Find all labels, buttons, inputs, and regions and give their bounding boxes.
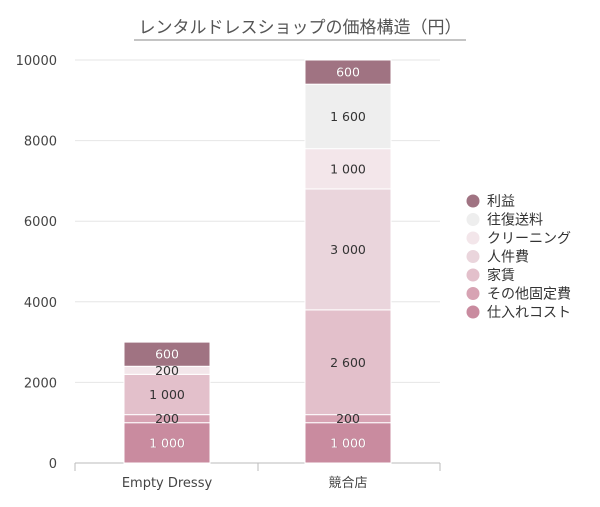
bar-data-label: 3 000 [330, 242, 366, 257]
bar-data-label: 1 000 [149, 435, 185, 450]
bar-data-label: 600 [155, 347, 179, 362]
legend-label: 仕入れコスト [487, 305, 571, 321]
legend-marker [466, 287, 480, 300]
x-category-label: Empty Dressy [122, 476, 213, 491]
bar-segment [123, 373, 211, 416]
y-tick-label: 0 [49, 457, 57, 472]
legend-marker [466, 213, 480, 226]
bar-data-label: 200 [155, 363, 179, 378]
y-tick-label: 4000 [24, 296, 57, 311]
bar-data-label: 2 600 [330, 355, 366, 370]
bar-segment [123, 341, 211, 367]
legend-label: 利益 [487, 194, 515, 210]
bar-segment [304, 59, 392, 85]
x-category-label: 競合店 [328, 476, 367, 491]
y-tick-label: 8000 [24, 135, 57, 150]
bars [123, 59, 392, 464]
legend-label: その他固定費 [487, 287, 571, 303]
y-tick-label: 6000 [24, 215, 57, 230]
legend-marker [466, 268, 480, 282]
x-axis-categories: Empty Dressy 競合店 [122, 476, 368, 491]
bar-segment [304, 83, 392, 150]
legend-marker [466, 250, 480, 263]
bar-data-label: 1 000 [330, 435, 366, 450]
bar-segment [304, 422, 392, 464]
bar-data-label: 600 [336, 65, 360, 80]
y-tick-label: 10000 [16, 54, 57, 69]
legend-marker [466, 194, 480, 208]
legend-marker [466, 305, 480, 319]
legend-label: 往復送料 [487, 212, 543, 229]
y-axis-ticks: 0 2000 4000 6000 8000 10000 [16, 54, 57, 472]
legend-label: クリーニング [487, 231, 571, 247]
chart-title-group: レンタルドレスショップの価格構造（円） [134, 18, 466, 41]
y-tick-label: 2000 [24, 376, 57, 391]
bar-data-label: 200 [336, 411, 360, 426]
bar-segment [304, 188, 392, 311]
bar-data-label: 1 000 [330, 161, 366, 176]
bar-data-label: 1 600 [330, 109, 366, 124]
chart-title: レンタルドレスショップの価格構造（円） [139, 18, 462, 38]
bar-segment [304, 309, 392, 416]
bar-data-label: 1 000 [149, 387, 185, 402]
legend-label: 人件費 [487, 250, 529, 266]
legend-label: 家賃 [487, 267, 515, 284]
legend-marker [466, 231, 480, 245]
bar-data-label: 200 [155, 411, 179, 426]
